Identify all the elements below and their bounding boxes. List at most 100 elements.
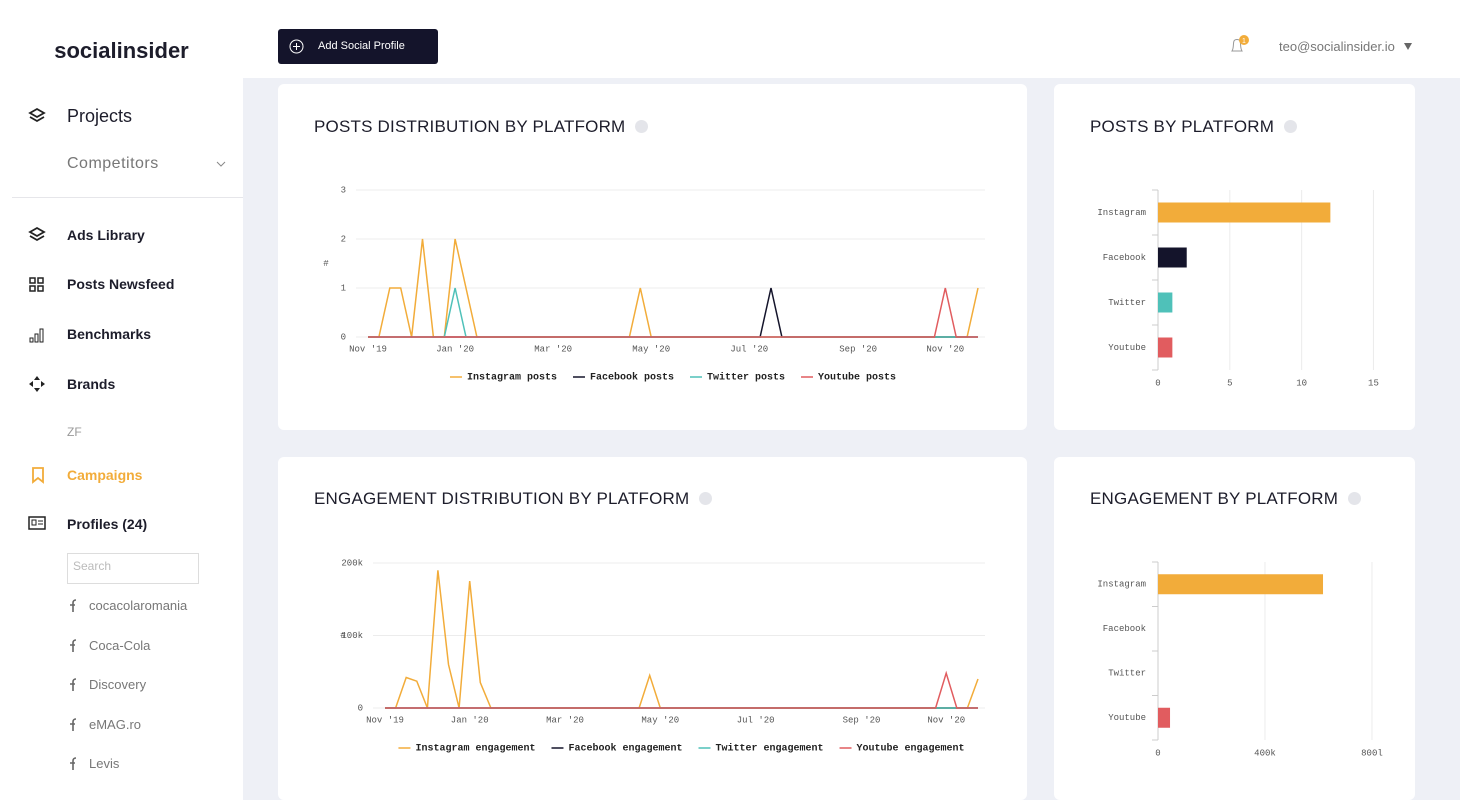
y-axis-label: # <box>323 259 329 269</box>
facebook-icon <box>70 638 76 652</box>
x-tick-label: Mar '20 <box>546 715 584 725</box>
bar <box>1158 337 1173 358</box>
legend-label: Youtube engagement <box>857 743 965 755</box>
competitors[interactable]: Competitors <box>67 155 159 172</box>
info-icon[interactable] <box>635 120 649 133</box>
x-tick-label: Jul '20 <box>737 715 775 725</box>
bar <box>1158 292 1173 313</box>
y-tick-label: 0 <box>358 703 363 713</box>
bar <box>1158 202 1331 223</box>
y-tick-label: 0 <box>341 332 346 342</box>
notification-bell[interactable]: 1 <box>1228 34 1252 56</box>
info-icon[interactable] <box>699 492 713 505</box>
y-tick-label: 1 <box>341 283 346 293</box>
icon <box>29 376 45 392</box>
panel-title: POSTS BY PLATFORM <box>1090 117 1298 137</box>
panel: POSTS DISTRIBUTION BY PLATFORM <box>278 84 1027 430</box>
icon <box>28 516 46 530</box>
y-tick-label: 100k <box>341 631 363 641</box>
profile-item[interactable]: eMAG.ro <box>89 716 142 732</box>
x-tick-label: 15 <box>1368 378 1379 388</box>
icon <box>289 39 304 54</box>
line-series <box>368 287 978 338</box>
line-series <box>368 287 978 338</box>
y-tick-label: Instagram <box>1097 208 1146 218</box>
bar <box>1158 707 1171 728</box>
y-tick-label: Instagram <box>1097 580 1146 590</box>
nav-item[interactable]: Profiles (24) <box>67 516 148 532</box>
y-tick-label: Facebook <box>1103 624 1146 634</box>
panel-title: ENGAGEMENT DISTRIBUTION BY PLATFORM <box>314 489 713 509</box>
nav-item[interactable]: Benchmarks <box>67 326 152 342</box>
icon <box>29 328 44 343</box>
bar <box>1158 247 1187 268</box>
panel: POSTS BY PLATFORM <box>1054 84 1415 430</box>
x-tick-label: 5 <box>1227 378 1232 388</box>
y-tick-label: 3 <box>341 185 346 195</box>
nav-item[interactable]: Posts Newsfeed <box>67 276 175 292</box>
y-tick-label: 200k <box>341 558 363 568</box>
logo[interactable]: socialinsider <box>54 38 189 63</box>
legend-label: Instagram engagement <box>415 744 535 755</box>
y-tick-label: 2 <box>341 234 346 244</box>
search-input[interactable]: Search <box>67 553 199 584</box>
nav-item-active[interactable]: Campaigns <box>67 467 143 483</box>
icon <box>29 277 44 292</box>
x-tick-label: Jan '20 <box>451 715 489 725</box>
x-tick-label: Sep '20 <box>843 715 881 725</box>
nav-item[interactable]: Brands <box>67 376 116 392</box>
x-tick-label: Nov '19 <box>349 344 387 354</box>
profile-item[interactable]: Levis <box>89 756 120 771</box>
legend-label: Twitter engagement <box>716 743 824 755</box>
line-series <box>368 287 978 338</box>
add-profile-button[interactable]: Add Social Profile <box>278 29 438 64</box>
y-tick-label: Twitter <box>1108 298 1146 308</box>
x-tick-label: Nov '20 <box>927 715 965 725</box>
info-icon[interactable] <box>1284 120 1298 133</box>
title-text: ENGAGEMENT DISTRIBUTION BY PLATFORM <box>314 489 690 508</box>
button-label: Add Social Profile <box>318 40 405 52</box>
legend-label: Facebook posts <box>590 372 674 384</box>
y-tick-label: Youtube <box>1108 713 1146 723</box>
x-tick-label: 400k <box>1254 748 1276 758</box>
line-series <box>385 670 978 709</box>
x-tick-label: Jul '20 <box>730 344 768 354</box>
user-email[interactable]: teo@socialinsider.io <box>1279 39 1395 54</box>
notification-count: 1 <box>1242 38 1246 45</box>
facebook-icon <box>70 717 76 731</box>
icon <box>28 107 46 123</box>
y-tick-label: Youtube <box>1108 343 1146 353</box>
icon <box>32 467 44 484</box>
x-tick-label: Nov '20 <box>926 344 964 354</box>
dropdown-arrow[interactable] <box>1403 41 1413 51</box>
nav-item[interactable]: Ads Library <box>67 227 145 243</box>
legend-label: Youtube posts <box>818 372 896 384</box>
y-tick-label: Facebook <box>1103 253 1146 263</box>
chevron[interactable] <box>216 160 226 168</box>
profile-item[interactable]: cocacolaromania <box>89 598 188 613</box>
header: Add Social Profile 1 teo@socialinsider.i… <box>243 0 1460 78</box>
y-axis-label: # <box>340 631 346 641</box>
x-tick-label: Jan '20 <box>436 344 474 354</box>
brand-item[interactable]: ZF <box>67 425 82 439</box>
x-tick-label: 800l <box>1361 748 1383 758</box>
bar <box>1158 574 1324 595</box>
x-tick-label: May '20 <box>641 715 679 725</box>
x-tick-label: Nov '19 <box>366 715 404 725</box>
x-tick-label: Sep '20 <box>839 344 877 354</box>
panel-title: ENGAGEMENT BY PLATFORM <box>1090 489 1362 509</box>
panel: ENGAGEMENT DISTRIBUTION BY PLATFORM <box>278 457 1027 800</box>
projects[interactable]: Projects <box>67 106 133 126</box>
line-series <box>385 570 979 709</box>
title-text: ENGAGEMENT BY PLATFORM <box>1090 489 1339 508</box>
x-tick-label: 0 <box>1155 748 1160 758</box>
legend-label: Facebook engagement <box>568 743 682 755</box>
profile-item[interactable]: Discovery <box>89 677 147 692</box>
facebook-icon <box>70 757 76 770</box>
profile-item[interactable]: Coca-Cola <box>89 637 151 653</box>
info-icon[interactable] <box>1348 492 1362 505</box>
icon <box>28 226 46 242</box>
facebook-icon <box>70 599 76 612</box>
